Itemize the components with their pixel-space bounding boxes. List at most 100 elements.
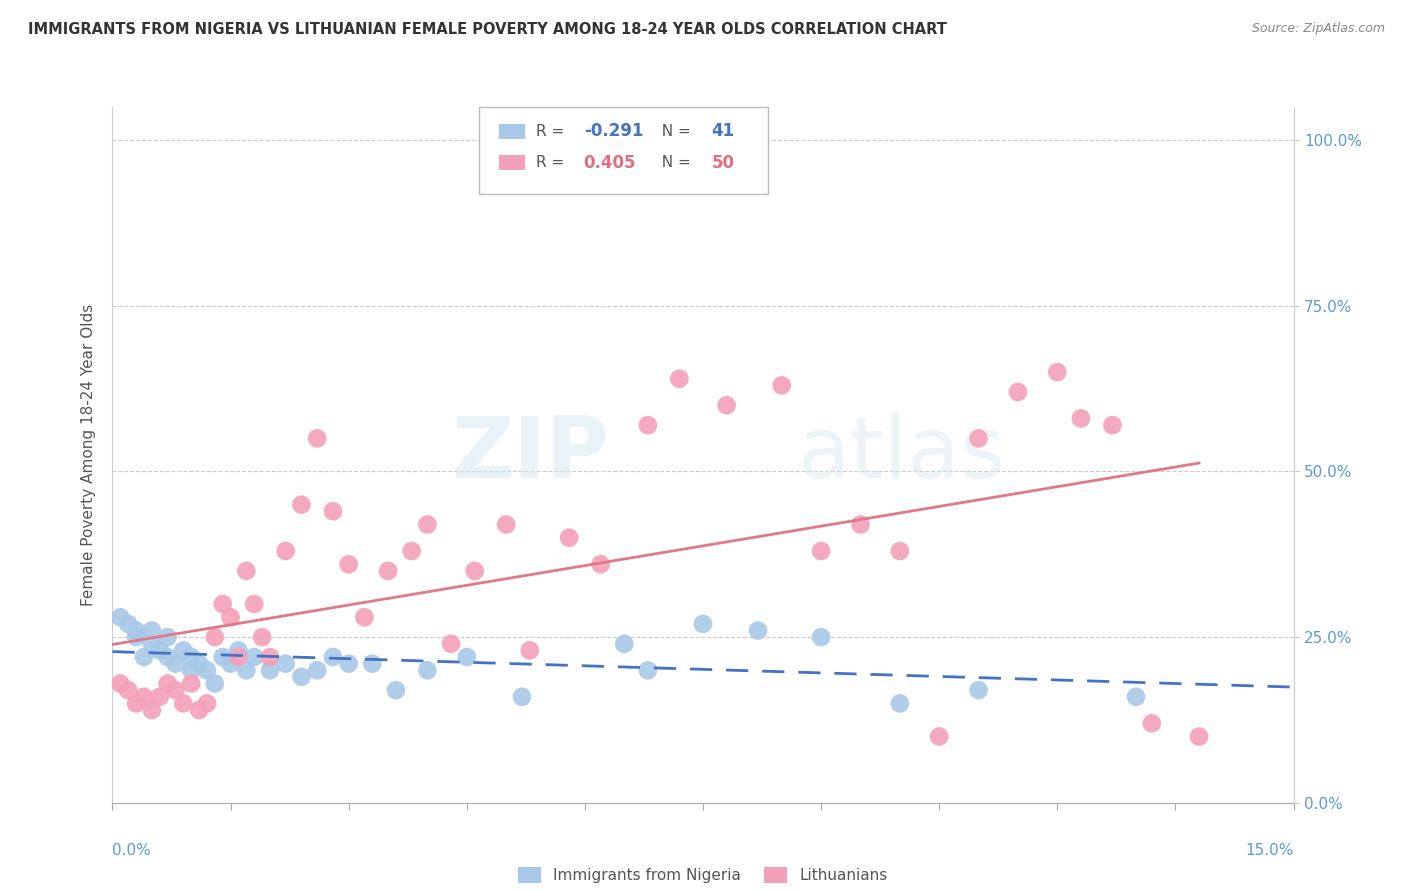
Point bbox=[889, 544, 911, 558]
Point bbox=[243, 597, 266, 611]
Point bbox=[125, 630, 148, 644]
Text: R =: R = bbox=[537, 155, 569, 170]
Point bbox=[274, 544, 297, 558]
Text: -0.291: -0.291 bbox=[583, 122, 643, 140]
Point bbox=[132, 690, 155, 704]
Point bbox=[219, 610, 242, 624]
Point bbox=[1007, 384, 1029, 399]
Point bbox=[1046, 365, 1069, 379]
Point bbox=[1125, 690, 1147, 704]
Point bbox=[125, 624, 148, 638]
Point bbox=[747, 624, 769, 638]
Point bbox=[519, 643, 541, 657]
Point bbox=[928, 730, 950, 744]
Point bbox=[204, 676, 226, 690]
Point bbox=[165, 683, 187, 698]
Point bbox=[322, 650, 344, 665]
Point bbox=[149, 690, 172, 704]
Point bbox=[235, 663, 257, 677]
Point bbox=[180, 676, 202, 690]
Point bbox=[416, 517, 439, 532]
Point bbox=[235, 564, 257, 578]
Point bbox=[156, 676, 179, 690]
Point bbox=[337, 657, 360, 671]
Point bbox=[464, 564, 486, 578]
Point bbox=[456, 650, 478, 665]
Y-axis label: Female Poverty Among 18-24 Year Olds: Female Poverty Among 18-24 Year Olds bbox=[80, 304, 96, 606]
Point bbox=[385, 683, 408, 698]
Point bbox=[156, 650, 179, 665]
FancyBboxPatch shape bbox=[478, 107, 768, 194]
Point bbox=[188, 657, 211, 671]
Text: atlas: atlas bbox=[797, 413, 1005, 497]
Point bbox=[810, 630, 832, 644]
Point bbox=[558, 531, 581, 545]
Point bbox=[377, 564, 399, 578]
Point bbox=[180, 663, 202, 677]
Point bbox=[716, 398, 738, 412]
Point bbox=[259, 650, 281, 665]
Point bbox=[692, 616, 714, 631]
Point bbox=[259, 663, 281, 677]
Point bbox=[1188, 730, 1211, 744]
Point bbox=[889, 697, 911, 711]
Point bbox=[440, 637, 463, 651]
Point bbox=[228, 643, 250, 657]
Text: R =: R = bbox=[537, 124, 569, 139]
Point bbox=[668, 372, 690, 386]
Point bbox=[211, 650, 233, 665]
Point bbox=[810, 544, 832, 558]
Point bbox=[243, 650, 266, 665]
Point bbox=[195, 697, 218, 711]
Point bbox=[172, 697, 194, 711]
Point bbox=[510, 690, 533, 704]
Point bbox=[165, 657, 187, 671]
Point bbox=[149, 643, 172, 657]
Point bbox=[353, 610, 375, 624]
Text: ZIP: ZIP bbox=[451, 413, 609, 497]
Point bbox=[322, 504, 344, 518]
Point bbox=[495, 517, 517, 532]
Point bbox=[274, 657, 297, 671]
Point bbox=[1101, 418, 1123, 433]
Point bbox=[219, 657, 242, 671]
Point bbox=[967, 431, 990, 445]
Point bbox=[1070, 411, 1092, 425]
Point bbox=[211, 597, 233, 611]
Point bbox=[307, 663, 329, 677]
Point bbox=[156, 630, 179, 644]
Text: 15.0%: 15.0% bbox=[1246, 843, 1294, 858]
Point bbox=[401, 544, 423, 558]
Point bbox=[416, 663, 439, 677]
Point bbox=[117, 616, 139, 631]
Point bbox=[188, 703, 211, 717]
Point bbox=[180, 650, 202, 665]
Point bbox=[141, 703, 163, 717]
Point bbox=[172, 643, 194, 657]
Point bbox=[204, 630, 226, 644]
Text: 41: 41 bbox=[711, 122, 734, 140]
Point bbox=[228, 650, 250, 665]
Point bbox=[117, 683, 139, 698]
Text: N =: N = bbox=[652, 124, 696, 139]
Point bbox=[250, 630, 273, 644]
Point bbox=[361, 657, 384, 671]
Point bbox=[141, 637, 163, 651]
Point bbox=[110, 610, 132, 624]
Point bbox=[290, 498, 312, 512]
Point bbox=[637, 663, 659, 677]
Text: 0.405: 0.405 bbox=[583, 153, 636, 171]
Point bbox=[290, 670, 312, 684]
Point bbox=[613, 637, 636, 651]
Point bbox=[110, 676, 132, 690]
Point bbox=[195, 663, 218, 677]
Text: 0.0%: 0.0% bbox=[112, 843, 152, 858]
Text: 50: 50 bbox=[711, 153, 734, 171]
Point bbox=[125, 697, 148, 711]
Point bbox=[967, 683, 990, 698]
Bar bbox=[499, 155, 524, 170]
Point bbox=[337, 558, 360, 572]
Point bbox=[132, 650, 155, 665]
Point bbox=[770, 378, 793, 392]
Point bbox=[1140, 716, 1163, 731]
